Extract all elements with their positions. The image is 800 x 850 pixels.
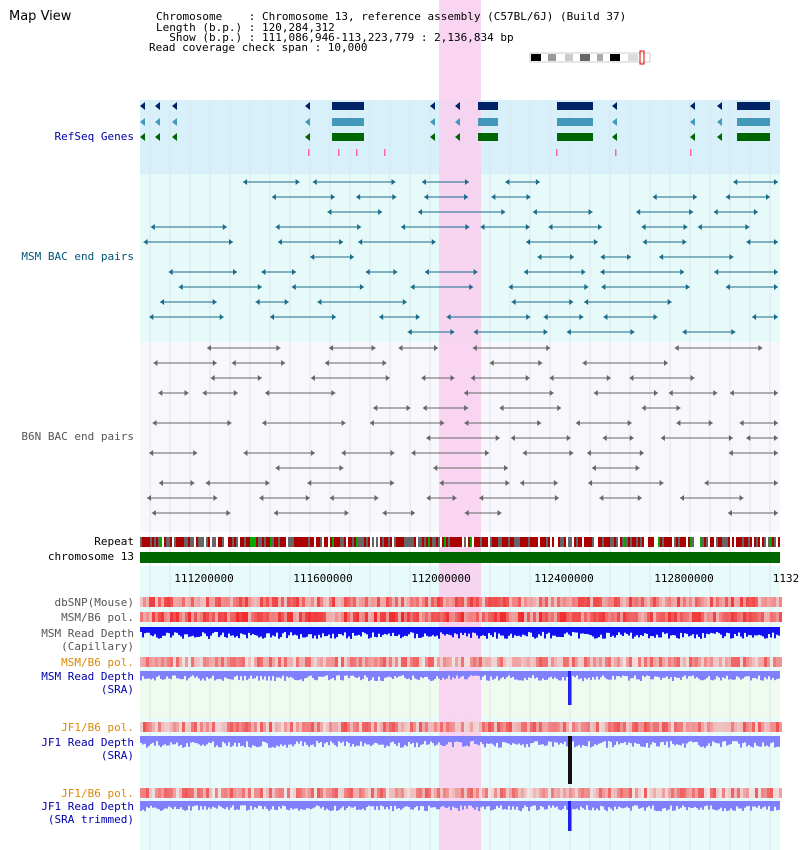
gene-arrow xyxy=(305,102,310,110)
gene-arrow xyxy=(140,102,145,110)
selection-highlight xyxy=(439,0,481,850)
gene-arrow xyxy=(455,102,460,110)
gene-arrow xyxy=(305,118,310,126)
gene-arrow xyxy=(155,133,160,141)
gene-arrow xyxy=(305,133,310,141)
gene-arrow xyxy=(612,133,617,141)
repeat-track xyxy=(140,537,780,547)
info-length: Length (b.p.) : 120,284,312 xyxy=(156,21,335,34)
gene-block xyxy=(478,102,498,110)
axis-tick-label: 1132 xyxy=(772,572,800,585)
label-msm-b6-pol-1: MSM/B6 pol. xyxy=(61,611,134,624)
gene-arrow xyxy=(570,102,575,110)
axis-tick-label: 112400000 xyxy=(534,572,594,585)
gene-arrow xyxy=(717,118,722,126)
label-repeat: Repeat xyxy=(94,535,134,548)
gene-block xyxy=(737,102,770,110)
msm-bac-track xyxy=(143,179,778,335)
info-show: Show (b.p.) : 111,086,946-113,223,779 : … xyxy=(156,31,514,44)
refseq-genes-track xyxy=(140,102,770,156)
gene-arrow xyxy=(570,133,575,141)
read-depth-tracks xyxy=(140,627,780,831)
gene-arrow xyxy=(455,118,460,126)
label-jf1-depth-sra-sub: (SRA) xyxy=(100,749,134,762)
label-refseq-genes[interactable]: RefSeq Genes xyxy=(54,130,134,143)
gene-block xyxy=(332,102,364,110)
label-jf1-depth-sra: JF1 Read Depth xyxy=(41,736,134,749)
gene-arrow xyxy=(140,133,145,141)
axis-tick-label: 111200000 xyxy=(174,572,234,585)
gene-block xyxy=(332,118,364,126)
gene-arrow xyxy=(155,102,160,110)
label-dbsnp: dbSNP(Mouse) xyxy=(54,596,134,609)
gene-block xyxy=(478,118,498,126)
label-jf1-b6-pol-1: JF1/B6 pol. xyxy=(61,721,134,734)
gene-arrow xyxy=(690,118,695,126)
label-msm-b6-pol-2: MSM/B6 pol. xyxy=(61,656,134,669)
axis-tick-label: 112000000 xyxy=(411,572,471,585)
gene-arrow xyxy=(172,133,177,141)
info-coverage: Read coverage check span : 10,000 xyxy=(149,41,368,54)
gene-arrow xyxy=(155,118,160,126)
info-chromosome: Chromosome : Chromosome 13, reference as… xyxy=(156,10,627,23)
label-msm-depth-sra-sub: (SRA) xyxy=(100,683,134,696)
label-msm-depth-sra: MSM Read Depth xyxy=(41,670,134,683)
gene-arrow xyxy=(612,118,617,126)
gene-arrow xyxy=(430,102,435,110)
gene-block xyxy=(737,118,770,126)
gene-arrow xyxy=(455,133,460,141)
label-jf1-depth-trim-sub: (SRA trimmed) xyxy=(47,813,134,826)
chromosome-bar xyxy=(140,552,780,563)
gene-arrow xyxy=(690,102,695,110)
gene-arrow xyxy=(717,133,722,141)
gene-block xyxy=(478,133,498,141)
chromosome-ideogram xyxy=(529,50,651,65)
gene-arrow xyxy=(430,133,435,141)
b6n-bac-track xyxy=(147,345,778,516)
axis-tick-label: 111600000 xyxy=(293,572,353,585)
gene-arrow xyxy=(430,118,435,126)
gene-arrow xyxy=(690,133,695,141)
label-msm-depth-cap-sub: (Capillary) xyxy=(61,640,134,653)
label-chromosome: chromosome 13 xyxy=(47,550,134,563)
label-jf1-b6-pol-2: JF1/B6 pol. xyxy=(61,787,134,800)
label-jf1-depth-trim: JF1 Read Depth xyxy=(41,800,134,813)
label-b6n-bac[interactable]: B6N BAC end pairs xyxy=(21,430,134,443)
gene-arrow xyxy=(140,118,145,126)
gene-block xyxy=(332,133,364,141)
gene-arrow xyxy=(172,118,177,126)
gene-arrow xyxy=(612,102,617,110)
label-msm-depth-cap: MSM Read Depth xyxy=(41,627,134,640)
axis-tick-label: 112800000 xyxy=(654,572,714,585)
gene-block xyxy=(737,133,770,141)
gene-arrow xyxy=(172,102,177,110)
page-title: Map View xyxy=(9,9,72,24)
gene-arrow xyxy=(570,118,575,126)
label-msm-bac[interactable]: MSM BAC end pairs xyxy=(21,250,134,263)
dbsnp-track xyxy=(140,597,782,798)
gene-arrow xyxy=(717,102,722,110)
